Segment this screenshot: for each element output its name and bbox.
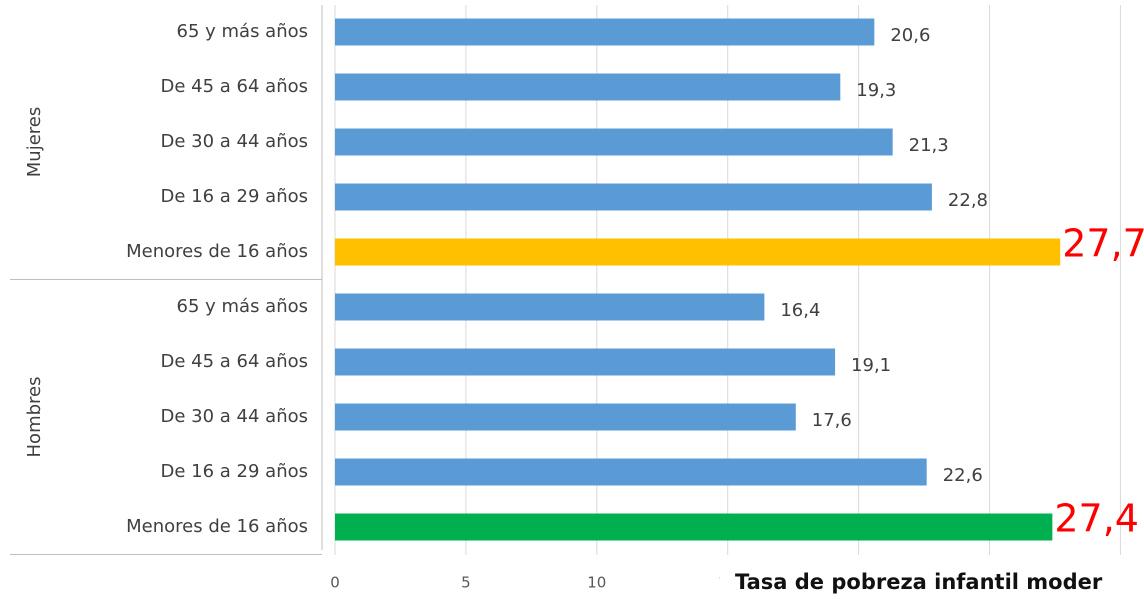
value-label: 22,8: [948, 190, 988, 211]
category-label: De 30 a 44 años: [161, 406, 309, 427]
category-label: De 16 a 29 años: [161, 461, 309, 482]
category-label: De 16 a 29 años: [161, 186, 309, 207]
category-label: 65 y más años: [177, 296, 309, 317]
bar: [335, 293, 765, 321]
bar: [335, 183, 932, 211]
category-label: De 30 a 44 años: [161, 131, 309, 152]
value-label: 27,7: [1062, 222, 1144, 266]
group-label: Hombres: [24, 377, 45, 458]
bar: [335, 238, 1061, 266]
bar: [335, 513, 1053, 541]
x-tick-label: 5: [461, 574, 471, 592]
bar: [335, 128, 893, 156]
category-label: De 45 a 64 años: [161, 76, 309, 97]
category-label: Menores de 16 años: [126, 241, 308, 262]
category-label: 65 y más años: [177, 21, 309, 42]
value-label: 22,6: [943, 465, 983, 486]
annotation: Tasa de pobreza infantil moder: [735, 570, 1103, 594]
bars: 65 y más años 20,6 De 45 a 64 años 19,3 De 3…: [10, 5, 1144, 555]
value-label: 27,4: [1054, 497, 1139, 541]
bar: [335, 348, 836, 376]
x-tick-label: 10: [587, 574, 606, 592]
group-label: Mujeres: [24, 107, 45, 177]
value-label: 20,6: [890, 25, 930, 46]
bar: [335, 73, 841, 101]
value-label: 21,3: [909, 135, 949, 156]
category-label: Menores de 16 años: [126, 516, 308, 537]
value-label: 19,1: [851, 355, 891, 376]
value-label: 19,3: [856, 80, 896, 101]
category-label: De 45 a 64 años: [161, 351, 309, 372]
bar: [335, 403, 796, 431]
bar: [335, 18, 875, 46]
bar: [335, 458, 927, 486]
annotation-background: [720, 560, 1144, 599]
x-tick-label: 0: [330, 574, 340, 592]
value-label: 16,4: [780, 300, 820, 321]
value-label: 17,6: [812, 410, 852, 431]
